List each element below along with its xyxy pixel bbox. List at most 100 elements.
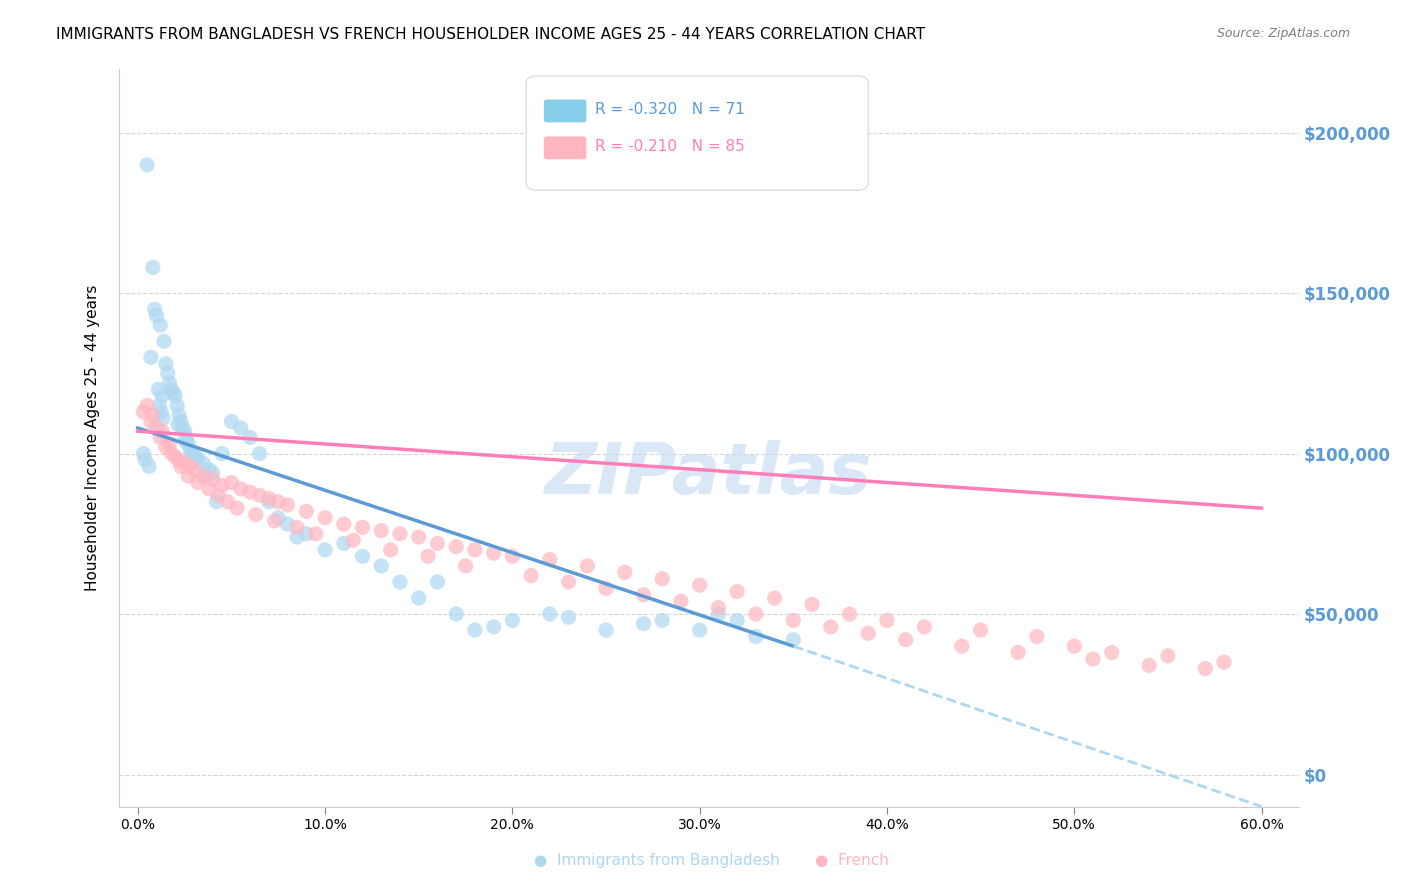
Immigrants from Bangladesh	[181, 447, 204, 461]
Text: ZIPatlas: ZIPatlas	[546, 440, 873, 509]
Text: R = -0.210   N = 85: R = -0.210 N = 85	[595, 138, 744, 153]
Immigrants from Bangladesh	[352, 549, 374, 564]
French	[257, 491, 280, 506]
French	[139, 415, 162, 429]
Immigrants from Bangladesh	[143, 302, 166, 317]
Immigrants from Bangladesh	[595, 623, 617, 637]
French	[352, 520, 374, 534]
French	[342, 533, 364, 548]
French	[173, 456, 195, 470]
French	[388, 526, 411, 541]
Immigrants from Bangladesh	[538, 607, 561, 621]
French	[1157, 648, 1180, 663]
French	[858, 626, 880, 640]
French	[187, 475, 209, 490]
French	[482, 546, 505, 560]
French	[217, 494, 239, 508]
French	[782, 614, 804, 628]
Immigrants from Bangladesh	[388, 574, 411, 589]
French	[1101, 646, 1123, 660]
French	[801, 598, 824, 612]
Immigrants from Bangladesh	[150, 389, 173, 403]
French	[165, 450, 187, 464]
Immigrants from Bangladesh	[155, 357, 177, 371]
French	[193, 469, 215, 483]
French	[1007, 646, 1029, 660]
Immigrants from Bangladesh	[193, 456, 215, 470]
French	[595, 582, 617, 596]
Text: IMMIGRANTS FROM BANGLADESH VS FRENCH HOUSEHOLDER INCOME AGES 25 - 44 YEARS CORRE: IMMIGRANTS FROM BANGLADESH VS FRENCH HOU…	[56, 27, 925, 42]
French	[613, 566, 636, 580]
French	[1213, 655, 1236, 669]
Immigrants from Bangladesh	[285, 530, 308, 544]
Immigrants from Bangladesh	[179, 443, 201, 458]
Immigrants from Bangladesh	[633, 616, 655, 631]
Immigrants from Bangladesh	[370, 558, 392, 573]
Immigrants from Bangladesh	[211, 447, 233, 461]
French	[221, 475, 243, 490]
French	[150, 424, 173, 438]
Text: R = -0.320   N = 71: R = -0.320 N = 71	[595, 102, 744, 117]
French	[894, 632, 917, 647]
French	[763, 591, 786, 605]
Immigrants from Bangladesh	[177, 437, 200, 451]
Immigrants from Bangladesh	[464, 623, 486, 637]
French	[159, 437, 181, 451]
Immigrants from Bangladesh	[198, 463, 221, 477]
Immigrants from Bangladesh	[314, 542, 336, 557]
French	[820, 620, 842, 634]
Immigrants from Bangladesh	[689, 623, 711, 637]
Y-axis label: Householder Income Ages 25 - 44 years: Householder Income Ages 25 - 44 years	[86, 285, 100, 591]
French	[689, 578, 711, 592]
Immigrants from Bangladesh	[167, 408, 190, 422]
Immigrants from Bangladesh	[136, 158, 159, 172]
French	[136, 399, 159, 413]
French	[380, 542, 402, 557]
French	[1137, 658, 1160, 673]
French	[179, 459, 201, 474]
French	[211, 478, 233, 492]
French	[1194, 662, 1216, 676]
Text: Source: ZipAtlas.com: Source: ZipAtlas.com	[1216, 27, 1350, 40]
French	[408, 530, 430, 544]
French	[170, 459, 193, 474]
French	[633, 588, 655, 602]
French	[669, 594, 692, 608]
Immigrants from Bangladesh	[134, 453, 156, 467]
French	[454, 558, 477, 573]
French	[207, 488, 229, 502]
Immigrants from Bangladesh	[295, 526, 318, 541]
Immigrants from Bangladesh	[172, 421, 194, 435]
Immigrants from Bangladesh	[166, 399, 188, 413]
FancyBboxPatch shape	[544, 136, 586, 160]
French	[501, 549, 523, 564]
French	[707, 600, 730, 615]
Immigrants from Bangladesh	[782, 632, 804, 647]
Immigrants from Bangladesh	[165, 389, 187, 403]
Immigrants from Bangladesh	[148, 399, 170, 413]
Immigrants from Bangladesh	[333, 536, 356, 550]
Immigrants from Bangladesh	[194, 469, 217, 483]
French	[155, 440, 177, 454]
French	[876, 614, 898, 628]
Immigrants from Bangladesh	[183, 450, 205, 464]
French	[239, 485, 262, 500]
Immigrants from Bangladesh	[162, 385, 184, 400]
French	[267, 494, 290, 508]
French	[263, 514, 285, 528]
Immigrants from Bangladesh	[267, 510, 290, 524]
French	[245, 508, 267, 522]
Immigrants from Bangladesh	[707, 607, 730, 621]
Immigrants from Bangladesh	[173, 424, 195, 438]
Text: ●  French: ● French	[815, 854, 890, 868]
Immigrants from Bangladesh	[139, 351, 162, 365]
Immigrants from Bangladesh	[145, 309, 167, 323]
Immigrants from Bangladesh	[257, 494, 280, 508]
Immigrants from Bangladesh	[408, 591, 430, 605]
Immigrants from Bangladesh	[201, 466, 224, 480]
FancyBboxPatch shape	[544, 100, 586, 122]
French	[651, 572, 673, 586]
Immigrants from Bangladesh	[153, 334, 176, 349]
Immigrants from Bangladesh	[482, 620, 505, 634]
French	[226, 501, 249, 516]
